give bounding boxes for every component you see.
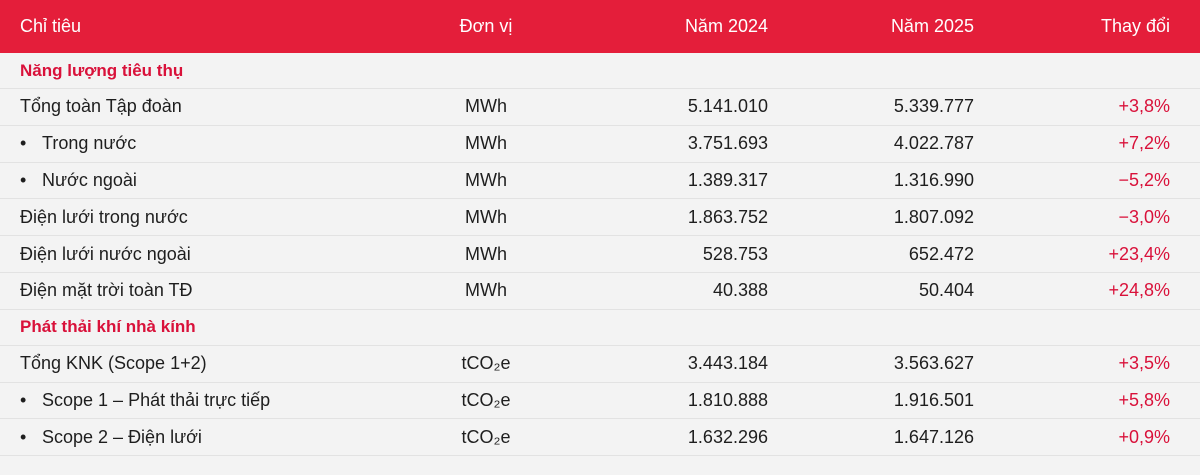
row-unit: MWh	[465, 280, 507, 301]
row-label: Điện mặt trời toàn TĐ	[20, 280, 193, 301]
section-title: Phát thải khí nhà kính	[20, 317, 196, 337]
row-value-2025: 5.339.777	[893, 96, 974, 117]
row-label: Trong nước	[42, 133, 137, 154]
row-value-2025: 1.916.501	[893, 389, 974, 410]
row-value-2025: 1.316.990	[893, 169, 974, 190]
row-unit: MWh	[465, 96, 507, 117]
row-label-cell: • Trong nước	[0, 133, 400, 154]
bullet-icon: •	[20, 426, 27, 447]
row-change: +7,2%	[1118, 133, 1170, 154]
row-change: −5,2%	[1118, 169, 1170, 190]
row-value-2025: 4.022.787	[893, 133, 974, 154]
header-change: Thay đổi	[1100, 16, 1170, 36]
row-value-2024: 1.632.296	[687, 426, 768, 447]
row-label-cell: Điện lưới trong nước	[0, 207, 400, 228]
row-change: +5,8%	[1118, 389, 1170, 410]
row-unit: MWh	[465, 133, 507, 154]
table-row: • Scope 1 – Phát thải trực tiếp tCO₂e 1.810…	[0, 383, 1200, 420]
table-row: Tổng KNK (Scope 1+2) tCO₂e 3.443.184 3.563.…	[0, 346, 1200, 383]
table-row: Điện mặt trời toàn TĐ MWh 40.388 50.404 +24,…	[0, 273, 1200, 310]
row-change: +0,9%	[1118, 426, 1170, 447]
table-row: Điện lưới nước ngoài MWh 528.753 652.472 +23…	[0, 236, 1200, 273]
row-value-2024: 3.443.184	[687, 353, 768, 374]
row-label-cell: • Scope 2 – Điện lưới	[0, 427, 400, 448]
table-body: Năng lượng tiêu thụ Tổng toàn Tập đoàn MWh…	[0, 53, 1200, 457]
row-change: −3,0%	[1118, 206, 1170, 227]
table-row: • Nước ngoài MWh 1.389.317 1.316.990 −5,2%	[0, 163, 1200, 200]
row-label: Điện lưới trong nước	[20, 206, 188, 227]
row-unit: tCO₂e	[461, 426, 511, 447]
section-header: Phát thải khí nhà kính	[0, 310, 1200, 346]
row-unit: MWh	[465, 243, 507, 264]
row-unit: MWh	[465, 169, 507, 190]
row-change: +23,4%	[1108, 243, 1170, 264]
section-header: Năng lượng tiêu thụ	[0, 53, 1200, 89]
row-unit: MWh	[465, 206, 507, 227]
row-label-cell: Tổng KNK (Scope 1+2)	[0, 353, 400, 374]
row-label: Điện lưới nước ngoài	[20, 243, 191, 264]
row-label-cell: • Scope 1 – Phát thải trực tiếp	[0, 390, 400, 411]
row-value-2025: 1.647.126	[893, 426, 974, 447]
table-row: • Scope 2 – Điện lưới tCO₂e 1.632.296 1.647.…	[0, 419, 1200, 457]
row-value-2024: 528.753	[702, 243, 768, 264]
row-label: Scope 1 – Phát thải trực tiếp	[42, 389, 271, 410]
row-value-2024: 3.751.693	[687, 133, 768, 154]
row-label-cell: Điện mặt trời toàn TĐ	[0, 280, 400, 301]
row-label: Scope 2 – Điện lưới	[42, 426, 202, 447]
header-indicator: Chỉ tiêu	[20, 16, 82, 36]
row-value-2024: 1.810.888	[687, 389, 768, 410]
row-label-cell: • Nước ngoài	[0, 170, 400, 191]
header-unit: Đơn vị	[459, 16, 513, 36]
row-value-2025: 50.404	[918, 280, 974, 301]
row-change: +3,5%	[1118, 353, 1170, 374]
row-unit: tCO₂e	[461, 389, 511, 410]
section-title: Năng lượng tiêu thụ	[20, 60, 184, 80]
data-table: Chỉ tiêu Đơn vị Năm 2024 Năm 2025 Thay đ…	[0, 0, 1200, 457]
row-value-2025: 652.472	[908, 243, 974, 264]
table-row: • Trong nước MWh 3.751.693 4.022.787 +7,2%	[0, 126, 1200, 163]
row-value-2024: 1.863.752	[687, 206, 768, 227]
header-year-2024: Năm 2024	[684, 16, 768, 36]
row-value-2024: 5.141.010	[687, 96, 768, 117]
row-value-2025: 1.807.092	[893, 206, 974, 227]
header-year-2025: Năm 2025	[890, 16, 974, 36]
row-label-cell: Điện lưới nước ngoài	[0, 244, 400, 265]
table-row: Điện lưới trong nước MWh 1.863.752 1.807.09…	[0, 199, 1200, 237]
row-value-2025: 3.563.627	[893, 353, 974, 374]
row-value-2024: 1.389.317	[687, 169, 768, 190]
row-label: Tổng toàn Tập đoàn	[20, 96, 182, 117]
bullet-icon: •	[20, 389, 27, 410]
table-header: Chỉ tiêu Đơn vị Năm 2024 Năm 2025 Thay đ…	[0, 0, 1200, 53]
bullet-icon: •	[20, 169, 27, 190]
row-label: Nước ngoài	[42, 169, 137, 190]
row-value-2024: 40.388	[712, 280, 768, 301]
table-row: Tổng toàn Tập đoàn MWh 5.141.010 5.339.777 +…	[0, 89, 1200, 126]
row-change: +24,8%	[1108, 280, 1170, 301]
row-label: Tổng KNK (Scope 1+2)	[20, 353, 207, 374]
row-label-cell: Tổng toàn Tập đoàn	[0, 96, 400, 117]
row-unit: tCO₂e	[461, 353, 511, 374]
row-change: +3,8%	[1118, 96, 1170, 117]
bullet-icon: •	[20, 133, 27, 154]
